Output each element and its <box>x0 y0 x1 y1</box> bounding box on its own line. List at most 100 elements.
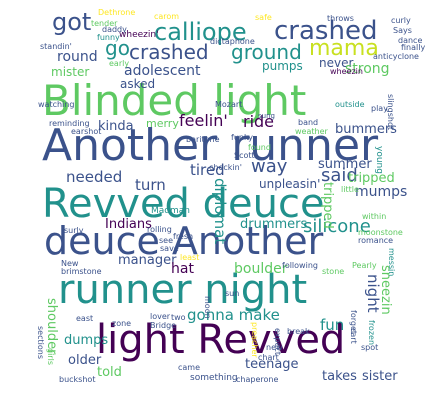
cloud-word: diplomat <box>211 178 229 245</box>
cloud-word: crashed <box>274 16 378 46</box>
cloud-word: summer <box>318 157 372 172</box>
cloud-word: light Revved <box>96 317 346 363</box>
cloud-word: told <box>97 365 122 380</box>
cloud-word: way <box>251 156 288 177</box>
cloud-word: silicone <box>303 216 371 237</box>
cloud-word: spot <box>361 343 379 352</box>
cloud-word: strong <box>345 61 390 77</box>
cloud-word: watching <box>38 100 75 109</box>
cloud-word: older <box>68 353 102 368</box>
cloud-word: Scott <box>234 151 255 160</box>
cloud-word: round <box>57 49 98 65</box>
cloud-word: baritone <box>186 135 220 144</box>
cloud-word: calliope <box>154 18 247 46</box>
cloud-word: sections <box>36 326 45 359</box>
cloud-word: ground <box>231 40 302 64</box>
cloud-word: hat <box>171 261 194 277</box>
cloud-word: pumps <box>262 59 303 73</box>
cloud-word: break <box>287 327 310 336</box>
cloud-word: wheezin' <box>119 30 159 40</box>
cloud-word: safe <box>255 13 272 22</box>
cloud-word: runner night <box>58 267 308 313</box>
cloud-word: within <box>362 212 387 221</box>
cloud-word: boulder <box>234 261 288 277</box>
cloud-word: fun <box>320 316 345 334</box>
cloud-word: Blinded light <box>42 76 307 125</box>
cloud-word: zone <box>112 319 132 328</box>
cloud-word: chaperone <box>236 375 279 384</box>
cloud-word: Bridge <box>150 321 177 330</box>
cloud-word: adolescent <box>124 63 201 79</box>
cloud-word: sung <box>258 112 275 120</box>
cloud-word: Madman <box>151 206 190 216</box>
cloud-word: outside <box>335 100 365 109</box>
cloud-word: tripped <box>320 182 335 229</box>
cloud-word: moonstone <box>358 228 403 237</box>
cloud-word: teenage <box>245 357 299 372</box>
cloud-word: sister <box>362 369 398 384</box>
cloud-word: manager <box>118 253 177 268</box>
cloud-word: dumps <box>64 333 109 348</box>
cloud-word: earshot <box>71 127 102 136</box>
cloud-word: stone <box>322 267 345 276</box>
cloud-word: feelin' <box>179 111 228 130</box>
cloud-word: messin <box>387 248 396 277</box>
cloud-word: Says <box>393 26 412 35</box>
cloud-word: wheezin <box>330 67 363 76</box>
cloud-word: tired <box>190 161 225 179</box>
cloud-word: curly <box>391 16 411 25</box>
cloud-word: slingshot <box>386 94 395 131</box>
cloud-word: frozen <box>367 320 376 346</box>
cloud-word: turn <box>135 176 166 194</box>
cloud-word: new <box>266 343 283 352</box>
cloud-word: two <box>171 313 186 322</box>
cloud-word: go <box>105 36 130 60</box>
cloud-word: ride <box>243 112 275 131</box>
cloud-word: see <box>159 236 174 245</box>
cloud-word: daddy <box>102 25 127 34</box>
cloud-word: said <box>321 165 358 186</box>
cloud-word: crashed <box>129 40 209 64</box>
cloud-word: anticyclone <box>373 52 419 61</box>
cloud-word: mama <box>309 36 379 61</box>
cloud-word: needed <box>66 168 123 186</box>
cloud-word: got <box>52 8 92 36</box>
cloud-word: save <box>160 244 179 253</box>
cloud-word: early <box>109 59 130 68</box>
cloud-word: never <box>319 56 354 70</box>
cloud-word: mister <box>51 65 90 79</box>
cloud-word: sun <box>225 289 240 298</box>
cloud-word: Another runner <box>42 120 379 171</box>
cloud-word: chart <box>258 353 279 362</box>
cloud-word: deuce Another <box>44 219 324 263</box>
cloud-word: east <box>76 314 94 323</box>
cloud-word: mumps <box>355 184 408 200</box>
cloud-word: following <box>282 261 318 270</box>
cloud-word: buckshot <box>59 375 96 384</box>
cloud-word: fresh <box>173 232 194 241</box>
cloud-word: funky <box>231 133 254 142</box>
cloud-word: asked <box>120 77 156 91</box>
cloud-word: something <box>190 373 238 383</box>
cloud-word: tripped <box>348 171 395 186</box>
cloud-word: moon <box>203 296 212 319</box>
cloud-word: night <box>364 274 382 313</box>
cloud-word: romance <box>358 236 394 245</box>
cloud-word: carom <box>154 12 180 21</box>
cloud-word: reminding <box>49 119 90 128</box>
cloud-word: came <box>178 363 201 372</box>
cloud-word: shoulder <box>44 298 59 355</box>
cloud-word: Pearly <box>352 261 377 270</box>
cloud-word: lover <box>150 312 171 321</box>
cloud-word: New <box>61 259 79 268</box>
cloud-word: cart <box>349 328 358 344</box>
cloud-word: Dethrone <box>98 8 136 17</box>
cloud-word: rolling <box>147 225 172 234</box>
cloud-word: bummers <box>335 122 397 137</box>
cloud-word: play <box>371 104 388 113</box>
cloud-word: girls <box>46 348 55 365</box>
cloud-word: Mozart <box>215 100 243 109</box>
cloud-word: dictaphone <box>210 37 255 46</box>
cloud-word: funny <box>97 33 120 42</box>
cloud-word: Indians <box>105 217 152 232</box>
